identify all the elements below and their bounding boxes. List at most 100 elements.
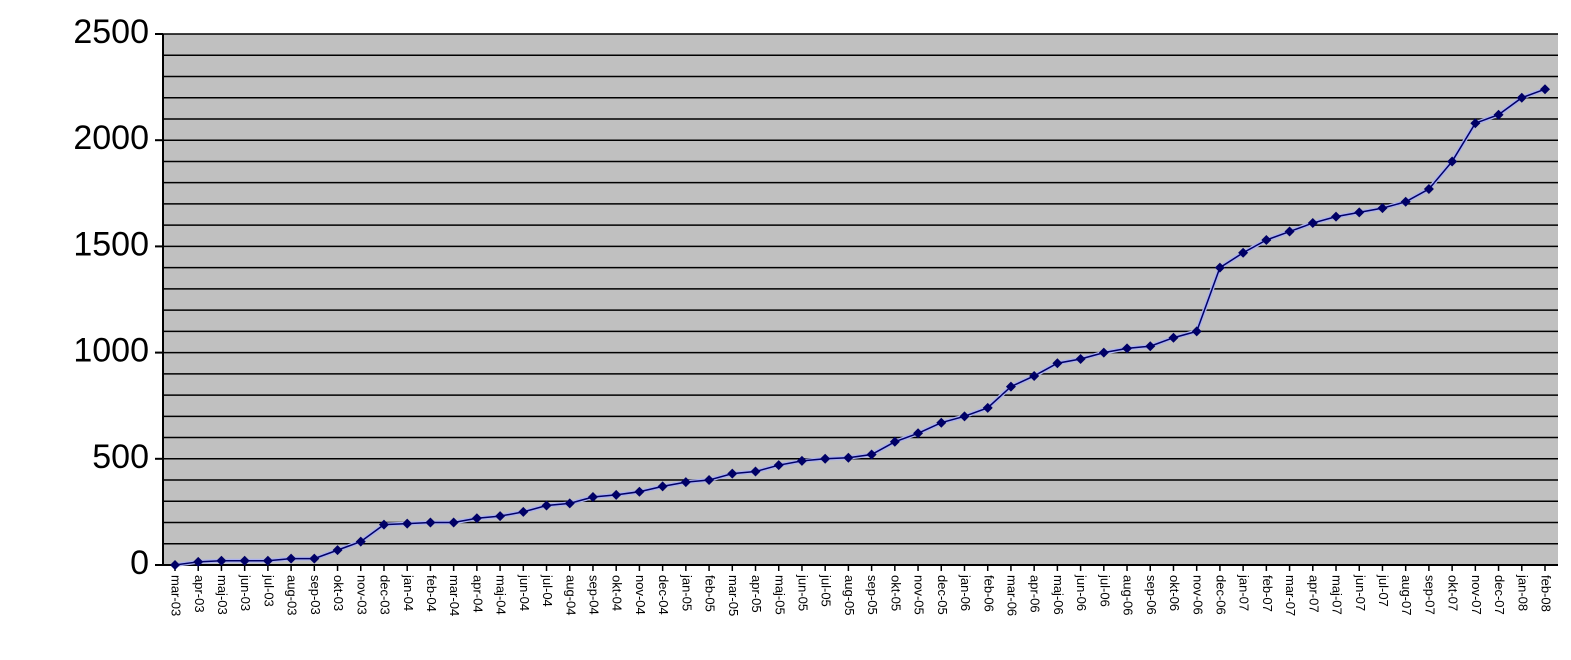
- marker: [402, 518, 413, 529]
- marker: [1261, 235, 1272, 246]
- x-tick-label: jul-03: [261, 574, 276, 607]
- x-tick-label: jul-04: [540, 574, 555, 607]
- x-tick-label: jun-03: [238, 574, 253, 611]
- x-tick-label: feb-06: [981, 575, 996, 612]
- x-tick-label: dec-07: [1492, 575, 1507, 615]
- x-tick-label: feb-07: [1260, 575, 1275, 612]
- plot-area: [163, 34, 1558, 565]
- x-tick-label: sep-07: [1422, 575, 1437, 615]
- x-tick-label: aug-04: [563, 575, 578, 615]
- marker: [262, 555, 273, 566]
- x-tick-label: jul-05: [819, 574, 834, 607]
- x-tick-label: apr-07: [1306, 575, 1321, 613]
- x-tick-label: maj-04: [494, 575, 509, 615]
- x-tick-label: okt-06: [1167, 575, 1182, 611]
- marker: [378, 519, 389, 530]
- marker: [866, 449, 877, 460]
- x-tick-label: jan-07: [1237, 574, 1252, 611]
- marker: [750, 466, 761, 477]
- marker: [1075, 353, 1086, 364]
- marker: [425, 517, 436, 528]
- x-tick-label: maj-06: [1051, 575, 1066, 615]
- marker: [1354, 207, 1365, 218]
- x-tick-label: feb-04: [424, 575, 439, 612]
- y-tick-label: 0: [130, 544, 149, 582]
- x-tick-label: maj-03: [215, 575, 230, 615]
- marker: [959, 411, 970, 422]
- marker: [680, 477, 691, 488]
- x-tick-label: jul-06: [1097, 574, 1112, 607]
- x-tick-label: okt-04: [610, 575, 625, 611]
- y-tick-label: 2000: [73, 119, 149, 157]
- marker: [1145, 341, 1156, 352]
- x-tick-label: jun-06: [1074, 574, 1089, 611]
- marker: [309, 553, 320, 564]
- marker: [170, 560, 180, 570]
- marker: [1307, 218, 1318, 229]
- x-tick-label: jan-08: [1515, 574, 1530, 611]
- marker: [982, 402, 993, 413]
- marker: [495, 511, 506, 522]
- marker: [727, 468, 738, 479]
- marker: [1470, 118, 1481, 129]
- x-tick-label: sep-06: [1144, 575, 1159, 615]
- marker: [773, 460, 784, 471]
- marker: [564, 498, 575, 509]
- marker: [471, 513, 482, 524]
- marker: [518, 506, 529, 517]
- marker: [332, 545, 343, 556]
- x-tick-label: mar-04: [447, 575, 462, 616]
- marker: [1516, 92, 1527, 103]
- x-tick-label: nov-04: [633, 575, 648, 615]
- marker: [587, 492, 598, 503]
- marker: [1284, 226, 1295, 237]
- marker: [913, 428, 924, 439]
- marker: [286, 553, 297, 564]
- x-tick-label: feb-05: [703, 575, 718, 612]
- x-tick-label: sep-03: [308, 575, 323, 615]
- x-tick-label: jun-05: [796, 574, 811, 611]
- x-tick-label: apr-06: [1028, 575, 1043, 613]
- x-tick-label: dec-06: [1213, 575, 1228, 615]
- marker: [1447, 156, 1458, 167]
- x-tick-label: maj-07: [1330, 575, 1345, 615]
- marker: [634, 486, 645, 497]
- x-tick-label: jan-04: [401, 574, 416, 611]
- marker: [1238, 247, 1249, 258]
- marker: [1052, 358, 1063, 369]
- y-tick-label: 2500: [73, 13, 149, 51]
- marker: [1168, 332, 1179, 343]
- x-tick-label: apr-05: [749, 575, 764, 613]
- x-tick-label: nov-03: [354, 575, 369, 615]
- x-tick-label: sep-04: [587, 575, 602, 615]
- marker: [796, 455, 807, 466]
- x-tick-label: apr-03: [192, 575, 207, 613]
- x-tick-label: sep-05: [865, 575, 880, 615]
- y-tick-label: 1000: [73, 332, 149, 370]
- marker: [193, 556, 204, 567]
- x-tick-label: apr-04: [470, 575, 485, 613]
- y-tick-label: 1500: [73, 225, 149, 263]
- x-tick-label: jan-05: [679, 574, 694, 611]
- x-tick-label: aug-07: [1399, 575, 1414, 615]
- marker: [1122, 343, 1133, 354]
- x-tick-label: aug-03: [285, 575, 300, 615]
- x-tick-label: aug-05: [842, 575, 857, 615]
- marker: [1214, 262, 1225, 273]
- x-tick-label: nov-07: [1469, 575, 1484, 615]
- x-tick-label: jul-07: [1376, 574, 1391, 607]
- marker: [657, 481, 668, 492]
- x-tick-label: okt-07: [1446, 575, 1461, 611]
- y-tick-label: 500: [92, 438, 149, 476]
- x-tick-label: dec-05: [935, 575, 950, 615]
- x-tick-label: nov-05: [912, 575, 927, 615]
- marker: [1540, 84, 1550, 95]
- x-tick-label: mar-07: [1283, 575, 1298, 616]
- marker: [1493, 109, 1504, 120]
- marker: [1400, 196, 1411, 207]
- marker: [448, 517, 459, 528]
- marker: [541, 500, 552, 511]
- marker: [239, 555, 250, 566]
- marker: [1331, 211, 1342, 222]
